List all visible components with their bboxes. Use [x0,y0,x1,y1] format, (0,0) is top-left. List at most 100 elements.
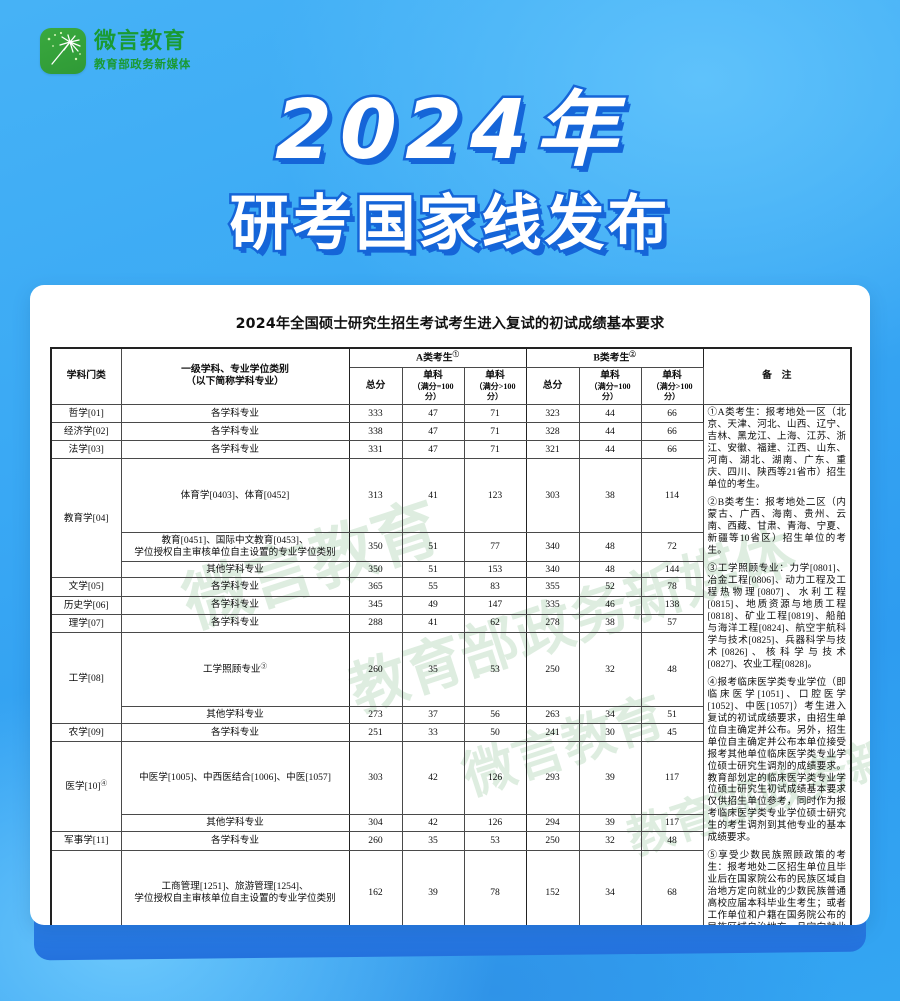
cell-b-eq100: 30 [578,723,642,743]
cell-b-total: 294 [525,814,580,833]
major-sup: ③ [260,663,268,671]
discipline-label: 军事学[11] [64,835,109,847]
cell-a-gt100: 153 [463,560,527,579]
discipline-label: 理学[07] [68,618,104,630]
cell-a-gt100: 53 [463,831,527,851]
cell-a-total: 350 [348,531,403,562]
cell-a-eq100: 35 [401,631,465,708]
discipline-sup: ④ [100,780,108,788]
cell-a-gt100: 62 [463,613,527,634]
cell-b-gt100: 45 [640,723,704,743]
th-b-gt100: 单科 （满分>100分） [640,366,704,405]
cell-discipline: 管理学[12] [50,849,122,925]
cell-discipline: 经济学[02] [50,422,122,442]
cell-a-total: 331 [348,440,403,460]
cell-discipline: 理学[07] [50,613,122,634]
cell-a-total: 350 [348,560,403,579]
remark-paragraph: ②B类考生：报考地处二区（内蒙古、广西、海南、贵州、云南、西藏、甘肃、青海、宁夏… [707,496,847,556]
cell-a-gt100: 126 [463,741,527,816]
cell-b-total: 263 [525,706,580,725]
table-row: 军事学[11] 各学科专业 260 35 53 250 32 48 [50,831,851,851]
national-score-line-table: 学科门类 一级学科、专业学位类别 （以下简称学科专业） A类考生① B类考生② … [50,346,853,925]
cell-b-eq100: 32 [578,831,642,851]
cell-a-total: 333 [348,403,403,424]
cell-discipline: 医学[10]④ [50,741,122,833]
cell-major: 各学科专业 [120,595,350,615]
th-major-sub: （以下简称学科专业） [186,376,284,388]
cell-major: 其他学科专业 [120,560,350,579]
cell-b-total: 355 [525,577,580,597]
cell-major: 体育学[0403]、体育[0452] [120,458,350,533]
cell-b-eq100: 34 [578,849,642,925]
cell-major: 其他学科专业 [120,814,350,833]
cell-a-total: 345 [348,595,403,615]
cell-b-gt100: 48 [640,831,704,851]
discipline-label: 经济学[02] [63,426,109,438]
cell-b-gt100: 114 [640,458,704,533]
cell-a-eq100: 47 [401,422,465,442]
th-major: 一级学科、专业学位类别 （以下简称学科专业） [120,346,350,405]
cell-a-total: 365 [348,577,403,597]
cell-b-total: 303 [525,458,580,533]
cell-b-total: 241 [525,723,580,743]
cell-major: 各学科专业 [120,831,350,851]
cell-a-gt100: 123 [463,458,527,533]
cell-b-total: 328 [525,422,580,442]
th-major-main: 一级学科、专业学位类别 [181,364,289,376]
cell-a-total: 338 [348,422,403,442]
discipline-label: 文学[05] [68,581,104,593]
cell-discipline: 工学[08] [50,631,122,725]
th-a-total: 总分 [348,366,403,405]
th-discipline: 学科门类 [50,346,122,405]
cell-b-eq100: 44 [578,403,642,424]
cell-major: 教育[0451]、国际中文教育[0453]、 学位授权自主审核单位自主设置的专业学… [120,531,350,562]
cell-discipline: 法学[03] [50,440,122,460]
cell-a-eq100: 41 [401,613,465,634]
cell-a-gt100: 83 [463,577,527,597]
cell-a-eq100: 49 [401,595,465,615]
cell-a-eq100: 51 [401,560,465,579]
table-row: 农学[09] 各学科专业 251 33 50 241 30 45 [50,723,851,743]
cell-a-eq100: 51 [401,531,465,562]
cell-discipline: 历史学[06] [50,595,122,615]
cell-a-eq100: 39 [401,849,465,925]
cell-discipline: 哲学[01] [50,403,122,424]
cell-a-gt100: 71 [463,403,527,424]
cell-b-total: 293 [525,741,580,816]
major-line: 工学照顾专业 [202,664,261,676]
cell-b-gt100: 57 [640,613,704,634]
cell-b-total: 335 [525,595,580,615]
cell-b-eq100: 39 [578,814,642,833]
th-group-b-sup: ② [629,351,636,358]
discipline-label: 哲学[01] [68,408,104,420]
major-line: 学位授权自主审核单位自主设置的专业学位类别 [134,546,336,558]
cell-b-eq100: 38 [578,613,642,634]
major-line: 各学科专业 [211,407,259,419]
cell-b-eq100: 44 [578,440,642,460]
cell-a-eq100: 33 [401,723,465,743]
major-line: 各学科专业 [211,835,259,847]
cell-remarks: ①A类考生：报考地处一区（北京、天津、河北、山西、辽宁、吉林、黑龙江、上海、江苏… [702,403,853,925]
discipline-label: 法学[03] [68,444,104,456]
th-a-eq100: 单科 （满分=100分） [401,366,465,405]
cell-discipline: 农学[09] [50,723,122,743]
cell-b-eq100: 38 [578,458,642,533]
cell-major: 各学科专业 [120,440,350,460]
cell-b-total: 340 [525,531,580,562]
cell-major: 各学科专业 [120,577,350,597]
cell-b-total: 250 [525,831,580,851]
cell-b-eq100: 48 [578,531,642,562]
cell-b-eq100: 34 [578,706,642,725]
cell-b-eq100: 44 [578,422,642,442]
cell-a-gt100: 126 [463,814,527,833]
brand-name: 微言教育 [94,29,187,55]
major-line: 体育学[0403]、体育[0452] [180,489,290,501]
major-line: 各学科专业 [211,581,259,593]
cell-b-total: 278 [525,613,580,634]
table-row: 教育学[04] 体育学[0403]、体育[0452] 313 41 123 303 38 11… [50,458,851,579]
cell-a-total: 303 [348,741,403,816]
cell-a-gt100: 78 [463,849,527,925]
cell-major: 工学照顾专业③ [120,631,350,708]
table-row: 法学[03] 各学科专业 331 47 71 321 44 66 [50,440,851,460]
